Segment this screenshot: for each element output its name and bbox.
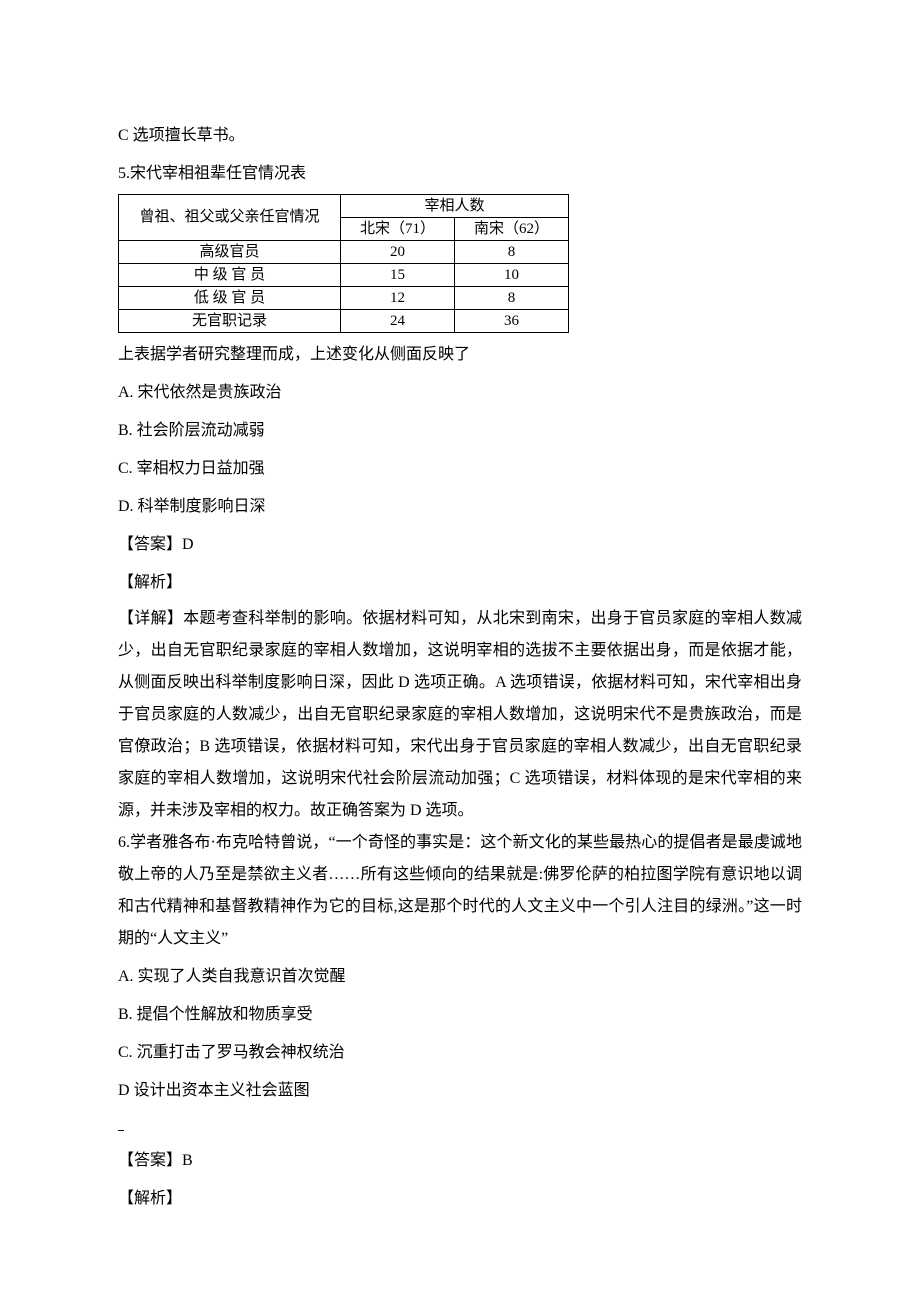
th-beisong: 北宋（71） bbox=[341, 218, 455, 241]
q5-after-table: 上表据学者研究整理而成，上述变化从侧面反映了 bbox=[118, 339, 802, 371]
cell-value: 8 bbox=[455, 241, 569, 264]
table-row: 低 级 官 员 12 8 bbox=[119, 287, 569, 310]
q5-option-c: C. 宰相权力日益加强 bbox=[118, 453, 802, 485]
q6-stem: 6.学者雅各布·布克哈特曾说，“一个奇怪的事实是：这个新文化的某些最热心的提倡者… bbox=[118, 827, 802, 955]
q6-answer: 【答案】B bbox=[118, 1145, 802, 1177]
q5-table-wrap: 曾祖、祖父或父亲任官情况 宰相人数 北宋（71） 南宋（62） 高级官员 20 … bbox=[118, 194, 802, 333]
table-row: 中 级 官 员 15 10 bbox=[119, 264, 569, 287]
cell-value: 8 bbox=[455, 287, 569, 310]
q6-option-d: D 设计出资本主义社会蓝图 bbox=[118, 1075, 802, 1139]
q5-option-b: B. 社会阶层流动减弱 bbox=[118, 415, 802, 447]
q6-number: 6. bbox=[118, 834, 130, 851]
cell-label: 高级官员 bbox=[119, 241, 341, 264]
th-count: 宰相人数 bbox=[341, 195, 569, 218]
document-page: C 选项擅长草书。 5.宋代宰相祖辈任官情况表 曾祖、祖父或父亲任官情况 宰相人… bbox=[0, 0, 920, 1302]
q5-table: 曾祖、祖父或父亲任官情况 宰相人数 北宋（71） 南宋（62） 高级官员 20 … bbox=[118, 194, 569, 333]
q5-title: 宋代宰相祖辈任官情况表 bbox=[130, 165, 306, 182]
table-row: 高级官员 20 8 bbox=[119, 241, 569, 264]
pretext-line: C 选项擅长草书。 bbox=[118, 120, 802, 152]
q5-number: 5. bbox=[118, 165, 130, 182]
cell-value: 15 bbox=[341, 264, 455, 287]
q6-jiexi-label: 【解析】 bbox=[118, 1183, 802, 1215]
cell-value: 10 bbox=[455, 264, 569, 287]
th-ancestor: 曾祖、祖父或父亲任官情况 bbox=[119, 195, 341, 241]
cell-value: 12 bbox=[341, 287, 455, 310]
cell-label: 低 级 官 员 bbox=[119, 287, 341, 310]
q6-option-c: C. 沉重打击了罗马教会神权统治 bbox=[118, 1037, 802, 1069]
cell-label: 中 级 官 员 bbox=[119, 264, 341, 287]
q6-option-a: A. 实现了人类自我意识首次觉醒 bbox=[118, 961, 802, 993]
q6-stem-text: 学者雅各布·布克哈特曾说，“一个奇怪的事实是：这个新文化的某些最热心的提倡者是最… bbox=[118, 834, 802, 947]
q6-option-d-prefix: D bbox=[118, 1082, 130, 1099]
cell-value: 24 bbox=[341, 310, 455, 333]
table-row: 无官职记录 24 36 bbox=[119, 310, 569, 333]
q5-jiexi-label: 【解析】 bbox=[118, 567, 802, 599]
q6-option-d-text: 设计出资本主义社会蓝图 bbox=[130, 1082, 310, 1099]
q5-heading: 5.宋代宰相祖辈任官情况表 bbox=[118, 158, 802, 190]
th-nansong: 南宋（62） bbox=[455, 218, 569, 241]
q6-option-b: B. 提倡个性解放和物质享受 bbox=[118, 999, 802, 1031]
cell-label: 无官职记录 bbox=[119, 310, 341, 333]
q5-option-a: A. 宋代依然是贵族政治 bbox=[118, 377, 802, 409]
cell-value: 36 bbox=[455, 310, 569, 333]
q5-detail: 【详解】本题考查科举制的影响。依据材料可知，从北宋到南宋，出身于官员家庭的宰相人… bbox=[118, 603, 802, 827]
q5-option-d: D. 科举制度影响日深 bbox=[118, 491, 802, 523]
table-header-row-1: 曾祖、祖父或父亲任官情况 宰相人数 bbox=[119, 195, 569, 218]
stray-underline-mark bbox=[118, 1130, 124, 1131]
cell-value: 20 bbox=[341, 241, 455, 264]
q5-answer: 【答案】D bbox=[118, 529, 802, 561]
